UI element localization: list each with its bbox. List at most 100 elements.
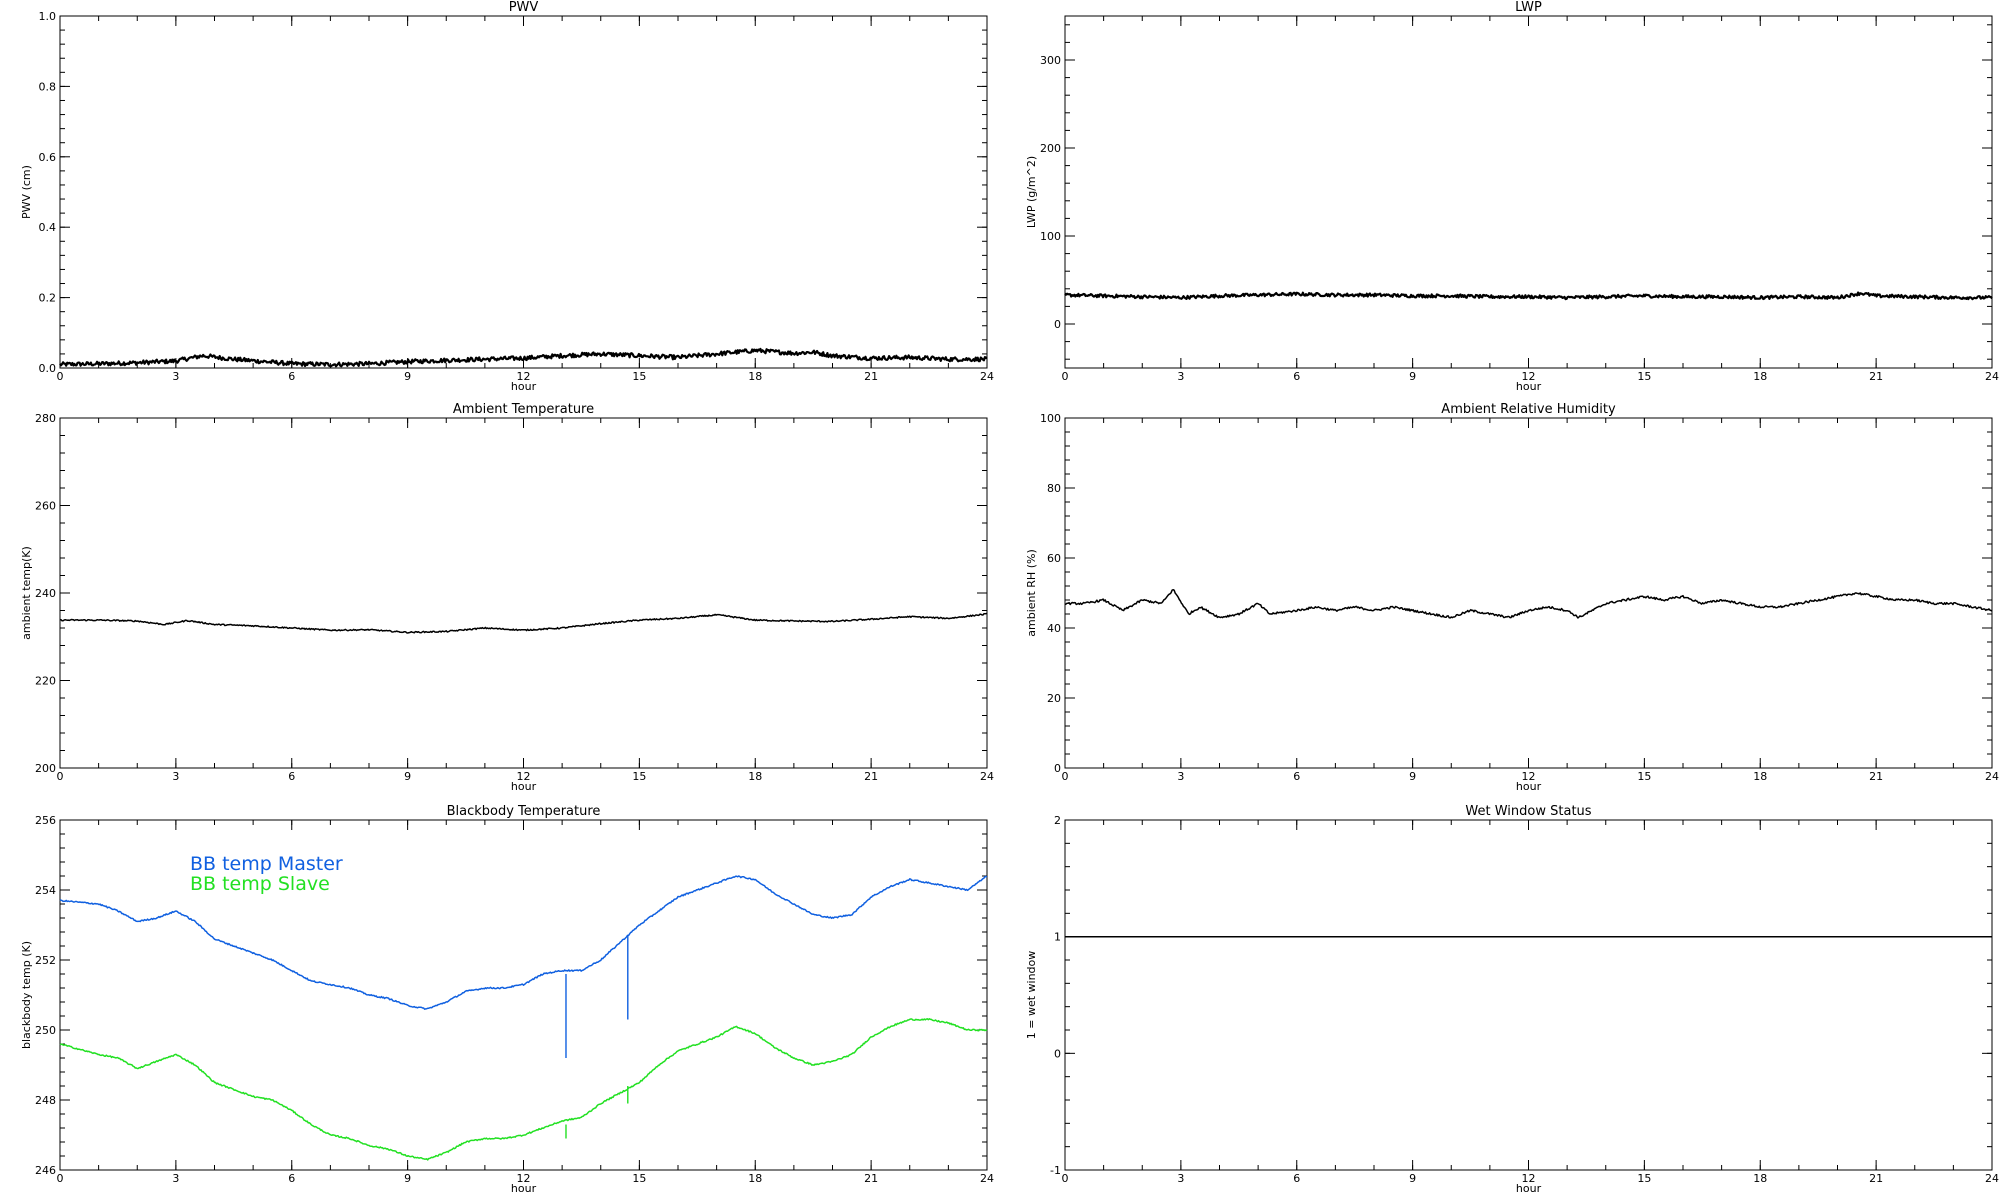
y-tick-label: 0 [1054,762,1061,775]
series-line-1 [1064,291,1993,301]
x-tick-label: 3 [1177,770,1184,783]
x-tick-label: 9 [1409,370,1416,383]
plot-title: Wet Window Status [1465,804,1591,819]
x-tick-label: 6 [1293,370,1300,383]
x-axis-label: hour [1516,1182,1542,1195]
x-tick-label: 24 [1985,770,1999,783]
x-axis-label: hour [511,780,537,793]
x-tick-label: 9 [1409,770,1416,783]
x-tick-label: 12 [1522,370,1536,383]
y-tick-label: 250 [35,1024,56,1037]
y-tick-label: 0.0 [39,362,57,375]
y-tick-label: -1 [1050,1164,1061,1177]
y-tick-label: 0 [1054,1047,1061,1060]
x-tick-label: 24 [980,770,994,783]
x-tick-label: 0 [57,770,64,783]
x-tick-label: 0 [1062,770,1069,783]
plot-title: Blackbody Temperature [447,804,601,819]
x-tick-label: 3 [172,1172,179,1185]
y-tick-label: 0.8 [39,80,57,93]
x-tick-label: 0 [1062,1172,1069,1185]
x-tick-label: 18 [748,370,762,383]
y-tick-label: 100 [1040,412,1061,425]
x-tick-label: 6 [1293,1172,1300,1185]
x-tick-label: 0 [57,370,64,383]
plot-frame [1064,15,1993,369]
x-tick-label: 6 [288,370,295,383]
x-axis-label: hour [511,380,537,393]
x-tick-label: 15 [1637,1172,1651,1185]
x-tick-label: 18 [1753,1172,1767,1185]
x-tick-label: 24 [1985,370,1999,383]
x-tick-label: 21 [1869,770,1883,783]
y-tick-label: 0.4 [39,221,57,234]
y-tick-label: 40 [1047,622,1061,635]
x-tick-label: 21 [1869,1172,1883,1185]
x-tick-label: 18 [1753,370,1767,383]
y-tick-label: 246 [35,1164,56,1177]
y-tick-label: 1 [1054,931,1061,944]
series-line-1 [1064,588,1993,619]
x-tick-label: 12 [1522,1172,1536,1185]
series-line-1 [59,612,988,634]
x-tick-label: 18 [1753,770,1767,783]
x-tick-label: 9 [404,370,411,383]
x-tick-label: 12 [517,770,531,783]
series-line-1 [59,347,988,368]
x-tick-label: 15 [632,770,646,783]
y-axis-label: blackbody temp (K) [20,941,33,1049]
x-tick-label: 24 [1985,1172,1999,1185]
plot-title: PWV [509,0,539,15]
plot-title: Ambient Temperature [453,402,594,417]
y-tick-label: 1.0 [39,10,57,23]
x-tick-label: 24 [980,1172,994,1185]
plot-title: LWP [1515,0,1542,15]
x-tick-label: 15 [632,370,646,383]
x-tick-label: 18 [748,1172,762,1185]
y-tick-label: 280 [35,412,56,425]
x-tick-label: 15 [632,1172,646,1185]
y-tick-label: 0.2 [39,292,57,305]
x-tick-label: 9 [404,1172,411,1185]
x-tick-label: 18 [748,770,762,783]
x-tick-label: 12 [517,370,531,383]
pwv-panel: PWV 0 3 6 9 12 15 18 21 24 hour 0.0 0.2 0.4 0.6 0.8 1.0 P… [20,0,994,393]
x-tick-label: 6 [288,770,295,783]
plot-title: Ambient Relative Humidity [1441,402,1616,417]
y-axis-label: ambient RH (%) [1025,549,1038,637]
y-axis-label: PWV (cm) [20,165,33,219]
y-tick-label: 200 [35,762,56,775]
blackbody-temperature-panel: Blackbody Temperature 0 3 6 9 12 15 18 21 24 hour 2… [20,804,994,1195]
x-tick-label: 0 [57,1172,64,1185]
x-tick-label: 12 [517,1172,531,1185]
x-tick-label: 3 [172,770,179,783]
y-tick-label: 300 [1040,54,1061,67]
x-tick-label: 3 [1177,1172,1184,1185]
legend-entry: BB temp Slave [190,873,330,895]
series-line-1 [59,875,987,1010]
y-tick-label: 252 [35,954,56,967]
lwp-panel: LWP 0 3 6 9 12 15 18 21 24 hour 0 100 200 300 LWP (g/m^… [1025,0,1999,393]
y-tick-label: 254 [35,884,56,897]
x-tick-label: 9 [404,770,411,783]
x-tick-label: 21 [1869,370,1883,383]
y-axis-label: LWP (g/m^2) [1025,156,1038,228]
plot-frame [59,417,988,769]
y-tick-label: 100 [1040,230,1061,243]
y-tick-label: 220 [35,675,56,688]
y-tick-label: 260 [35,500,56,513]
x-tick-label: 3 [172,370,179,383]
ambient-humidity-panel: Ambient Relative Humidity 0 3 6 9 12 15 18 21 24 h… [1025,402,1999,793]
x-tick-label: 24 [980,370,994,383]
x-tick-label: 0 [1062,370,1069,383]
y-tick-label: 2 [1054,814,1061,827]
y-tick-label: 80 [1047,482,1061,495]
x-tick-label: 21 [864,370,878,383]
plot-frame [59,15,988,369]
x-tick-label: 6 [288,1172,295,1185]
x-tick-label: 21 [864,770,878,783]
y-tick-label: 248 [35,1094,56,1107]
x-tick-label: 15 [1637,770,1651,783]
